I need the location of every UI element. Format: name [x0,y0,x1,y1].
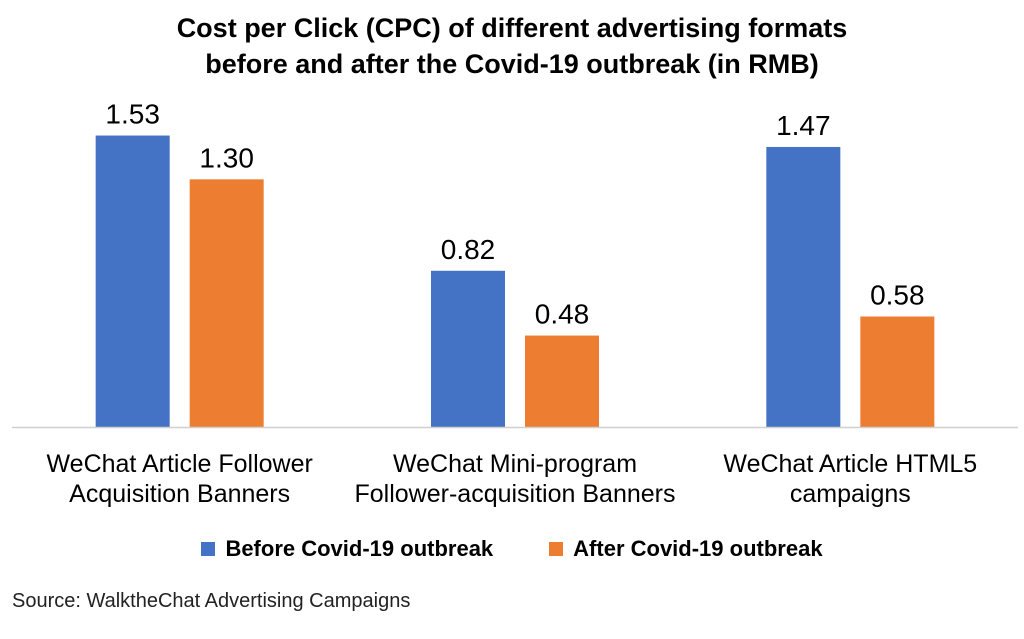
chart-title-line-2: before and after the Covid-19 outbreak (… [205,49,819,79]
legend-swatch-after [549,542,564,556]
data-label-after-1: 0.48 [535,299,590,330]
category-label-line: WeChat Mini-program [393,450,637,478]
bar-after-2 [860,316,935,427]
legend-item-before: Before Covid-19 outbreak [201,536,493,562]
chart-title-line-1: Cost per Click (CPC) of different advert… [176,13,848,43]
category-label-line: Acquisition Banners [69,480,290,508]
data-label-after-2: 0.58 [870,280,925,311]
data-label-before-0: 1.53 [105,99,160,130]
category-label-line: WeChat Article HTML5 [723,450,977,478]
chart-title: Cost per Click (CPC) of different advert… [0,10,1024,82]
bar-after-1 [525,335,599,427]
legend-label-before: Before Covid-19 outbreak [225,536,494,561]
source-note: Source: WalktheChat Advertising Campaign… [12,590,411,612]
chart-legend: Before Covid-19 outbreak After Covid-19 … [0,536,1024,562]
bar-before-1 [431,270,505,427]
category-label-line: campaigns [790,480,911,508]
category-label-line: WeChat Article Follower [47,450,313,478]
bar-before-2 [766,146,841,427]
bar-before-0 [95,135,170,427]
bar-after-0 [189,179,264,427]
data-label-before-2: 1.47 [776,110,831,141]
category-label-2: WeChat Article HTML5 campaigns [723,450,977,508]
data-label-after-0: 1.30 [199,142,254,173]
category-label-line: Follower-acquisition Banners [355,480,676,508]
legend-item-after: After Covid-19 outbreak [549,536,823,562]
legend-swatch-before [201,542,216,556]
category-label-0: WeChat Article Follower Acquisition Banne… [47,450,313,508]
category-label-1: WeChat Mini-program Follower-acquisition … [355,450,676,508]
bar-chart: 1.53 1.30 WeChat Article Follower Acquisiti… [12,99,1018,508]
legend-label-after: After Covid-19 outbreak [573,536,823,561]
data-label-before-1: 0.82 [441,234,496,265]
